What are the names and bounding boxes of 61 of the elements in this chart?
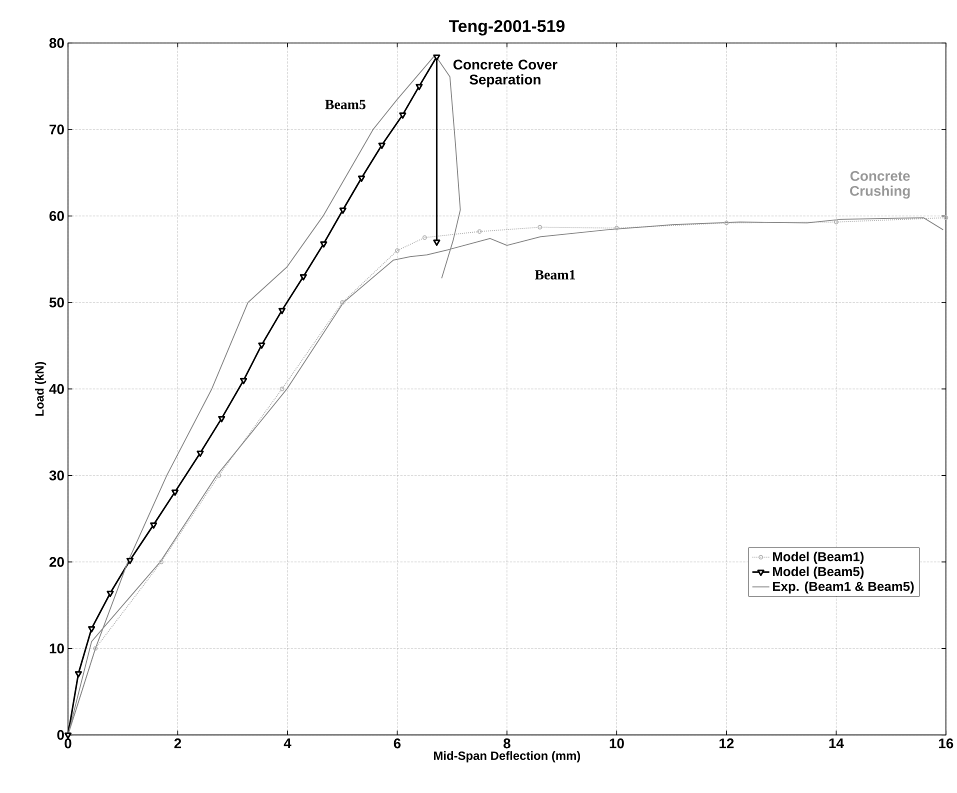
y-tick-label: 40 xyxy=(49,384,64,394)
point xyxy=(74,671,82,678)
x-tick-label: 6 xyxy=(394,738,401,748)
x-tick-label: 14 xyxy=(829,738,844,748)
x-tick-label: 8 xyxy=(504,738,510,748)
point xyxy=(614,226,619,230)
point xyxy=(724,220,729,226)
point xyxy=(433,240,440,246)
y-tick-label: 30 xyxy=(49,470,64,480)
y-tick-label: 10 xyxy=(50,644,64,654)
y-axis-title: Load (kN) xyxy=(34,362,46,416)
point xyxy=(300,274,307,281)
point xyxy=(394,248,400,253)
point xyxy=(218,416,226,422)
y-tick-label: 0 xyxy=(57,730,64,740)
x-tick-label: 10 xyxy=(610,738,624,748)
point xyxy=(477,229,482,234)
y-tick-label: 50 xyxy=(49,298,64,308)
annotation: Beam5 xyxy=(325,100,366,110)
point xyxy=(106,590,114,598)
chart-title: Teng-2001-519 xyxy=(448,20,565,36)
annotation: Concrete Crushing xyxy=(850,171,910,199)
x-tick-label: 16 xyxy=(939,738,954,748)
y-tick-label: 20 xyxy=(49,557,64,567)
y-tick-label: 60 xyxy=(49,211,64,221)
legend-label: Model (Beam1) xyxy=(773,552,864,564)
point xyxy=(378,142,386,150)
point xyxy=(944,215,948,220)
point xyxy=(538,224,542,230)
annotation: Concrete Cover Separation xyxy=(453,60,558,88)
point xyxy=(258,342,266,349)
point xyxy=(339,208,346,214)
x-tick-label: 2 xyxy=(174,738,182,748)
x-tick-label: 12 xyxy=(720,738,734,748)
point xyxy=(433,54,440,61)
point xyxy=(320,241,328,248)
point xyxy=(278,308,286,314)
point xyxy=(150,522,158,529)
point xyxy=(126,558,134,564)
legend-label: Model (Beam5) xyxy=(773,566,864,579)
point xyxy=(280,386,284,392)
point xyxy=(158,560,164,564)
x-tick-label: 4 xyxy=(284,738,292,748)
y-tick-label: 70 xyxy=(50,124,64,134)
point xyxy=(358,176,366,182)
y-tick-label: 80 xyxy=(49,38,64,48)
x-tick-label: 0 xyxy=(64,738,72,748)
point xyxy=(240,378,248,384)
x-axis-title: Mid-Span Deflection (mm) xyxy=(434,751,580,762)
point xyxy=(416,84,423,90)
point xyxy=(834,220,838,224)
point xyxy=(422,235,427,240)
point xyxy=(171,490,179,496)
point xyxy=(88,626,96,633)
point xyxy=(196,450,204,457)
legend-label: Exp. (Beam1 & Beam5) xyxy=(773,582,914,594)
point xyxy=(93,646,98,651)
point xyxy=(216,473,222,478)
point xyxy=(399,112,406,119)
annotation: Beam1 xyxy=(534,270,576,280)
point xyxy=(340,300,345,305)
